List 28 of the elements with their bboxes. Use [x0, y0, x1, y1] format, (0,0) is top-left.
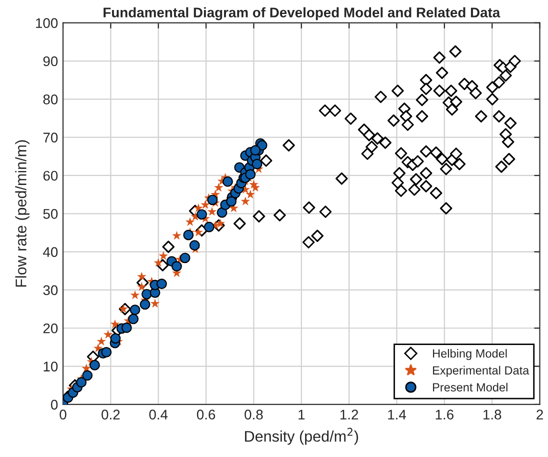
y-tick-label: 40 [43, 247, 58, 257]
chart-title: Fundamental Diagram of Developed Model and Related Data [104, 7, 500, 20]
x-axis-title: Density (ped/m$^{2}$) [245, 428, 358, 445]
y-tick-label: 50 [43, 208, 58, 219]
x-tick-label: 0.4 [149, 410, 168, 420]
y-tick-label: 100 [36, 18, 58, 28]
y-tick-label: 20 [43, 323, 58, 334]
legend-label: Helbing Model [433, 349, 507, 360]
x-tick-label: 1.4 [388, 410, 406, 420]
x-tick-label: 0.2 [102, 410, 120, 420]
x-tick-label: 1.8 [484, 410, 502, 420]
y-tick-label: 60 [43, 170, 58, 181]
legend-label: Experimental Data [433, 366, 530, 377]
x-tick-label: 1 [298, 410, 305, 420]
y-tick-label: 0 [50, 400, 58, 410]
y-tick-label: 70 [43, 132, 58, 142]
y-axis-title: Flow rate (ped/min/m) [15, 140, 30, 287]
legend-label: Present Model [433, 382, 508, 392]
x-tick-label: 2 [536, 410, 543, 420]
y-tick-label: 80 [43, 94, 58, 104]
x-tick-label: 1.2 [340, 410, 358, 420]
x-tick-label: 1.6 [436, 410, 454, 420]
x-tick-label: 0 [60, 410, 66, 420]
x-tick-label: 0.8 [244, 410, 263, 420]
y-tick-label: 90 [43, 56, 58, 66]
x-tick-label: 0.6 [196, 410, 216, 420]
y-tick-label: 30 [43, 285, 58, 296]
y-tick-label: 10 [44, 362, 58, 372]
